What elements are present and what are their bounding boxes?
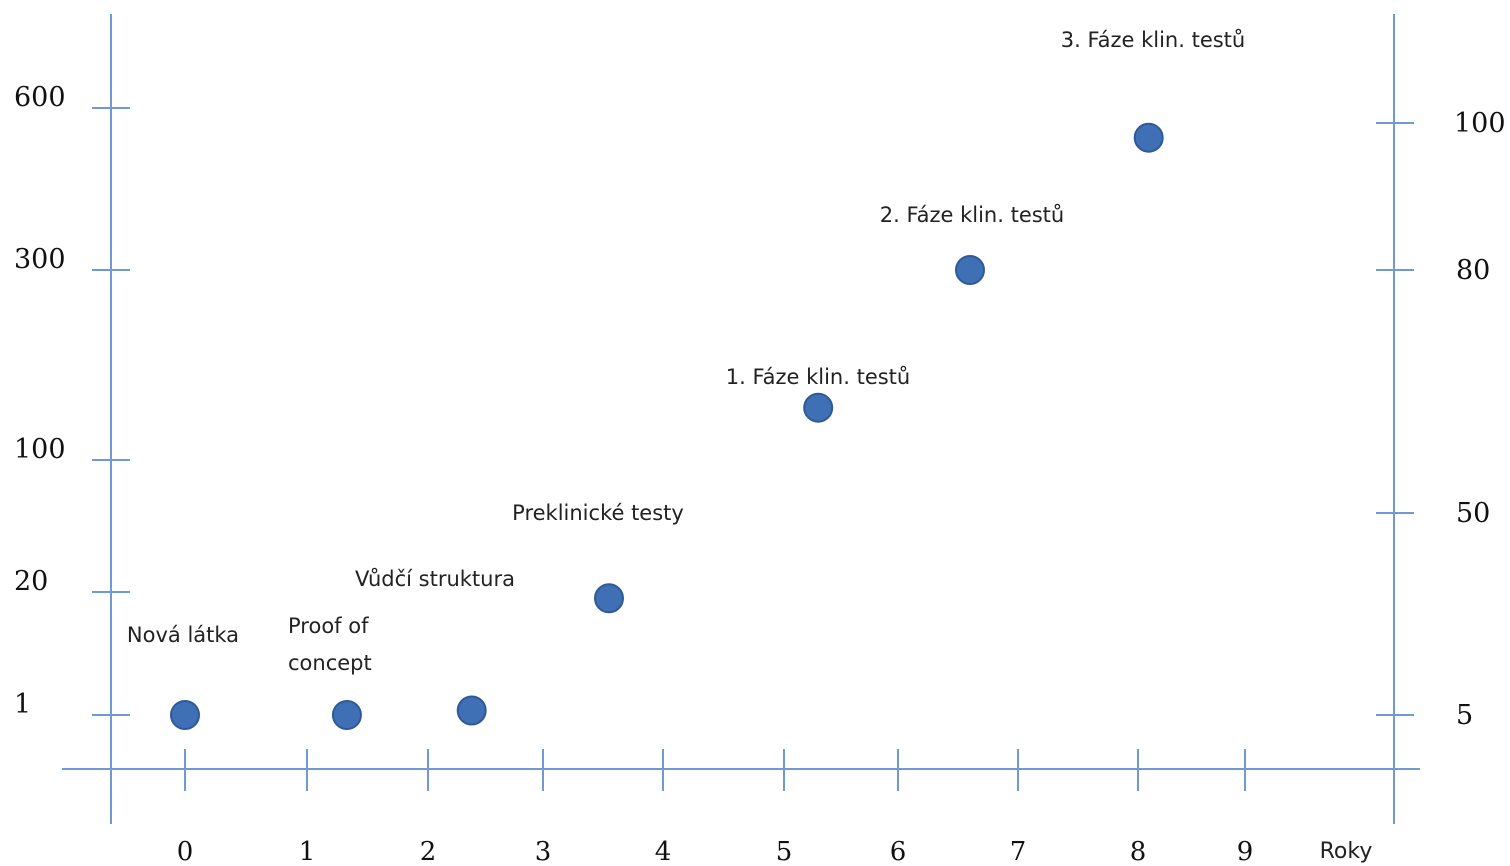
x-tick-label: 3 (535, 837, 552, 866)
left-y-tick-label: 600 (14, 82, 66, 113)
annotations: Nová látka Proof of concept Vůdčí struktura… (127, 28, 1245, 675)
annotation-label: Proof of (288, 614, 369, 638)
x-tick-label: 0 (177, 837, 194, 866)
annotation-label: Nová látka (127, 623, 239, 647)
data-point (170, 700, 200, 730)
annotation-label: 2. Fáze klin. testů (880, 203, 1064, 227)
data-point (594, 583, 624, 614)
axes (62, 14, 1420, 824)
data-point (456, 695, 487, 726)
x-tick-label: 4 (655, 837, 672, 866)
right-y-tick-label: 80 (1456, 255, 1490, 286)
x-tick-label: 6 (890, 837, 907, 866)
data-point (803, 392, 834, 423)
x-tick-label: 5 (776, 837, 793, 866)
tick-labels: 0 1 2 3 4 5 6 7 8 9 Roky 1 20 100 300 600 5 50 80 100 (14, 82, 1506, 866)
left-y-tick-label: 20 (14, 566, 48, 597)
right-y-tick-label: 100 (1454, 108, 1506, 139)
annotation-label: 1. Fáze klin. testů (726, 365, 910, 389)
x-axis-title: Roky (1320, 839, 1373, 864)
x-tick-label: 7 (1010, 837, 1027, 866)
right-y-tick-label: 50 (1456, 498, 1490, 529)
x-tick-label: 9 (1237, 837, 1254, 866)
data-point (1133, 122, 1164, 153)
annotation-label: Vůdčí struktura (355, 567, 515, 591)
data-point (331, 700, 362, 730)
x-tick-label: 1 (299, 837, 316, 866)
data-points (170, 122, 1164, 730)
annotation-label: concept (288, 651, 372, 675)
annotation-label: 3. Fáze klin. testů (1061, 28, 1245, 52)
data-point (955, 255, 985, 285)
left-y-tick-label: 300 (14, 244, 66, 275)
x-tick-label: 8 (1130, 837, 1147, 866)
x-tick-label: 2 (420, 837, 437, 866)
right-y-tick-label: 5 (1456, 700, 1473, 731)
left-y-tick-label: 100 (14, 434, 66, 465)
left-y-tick-label: 1 (14, 689, 31, 720)
annotation-label: Preklinické testy (512, 501, 684, 525)
ticks (92, 107, 1414, 791)
